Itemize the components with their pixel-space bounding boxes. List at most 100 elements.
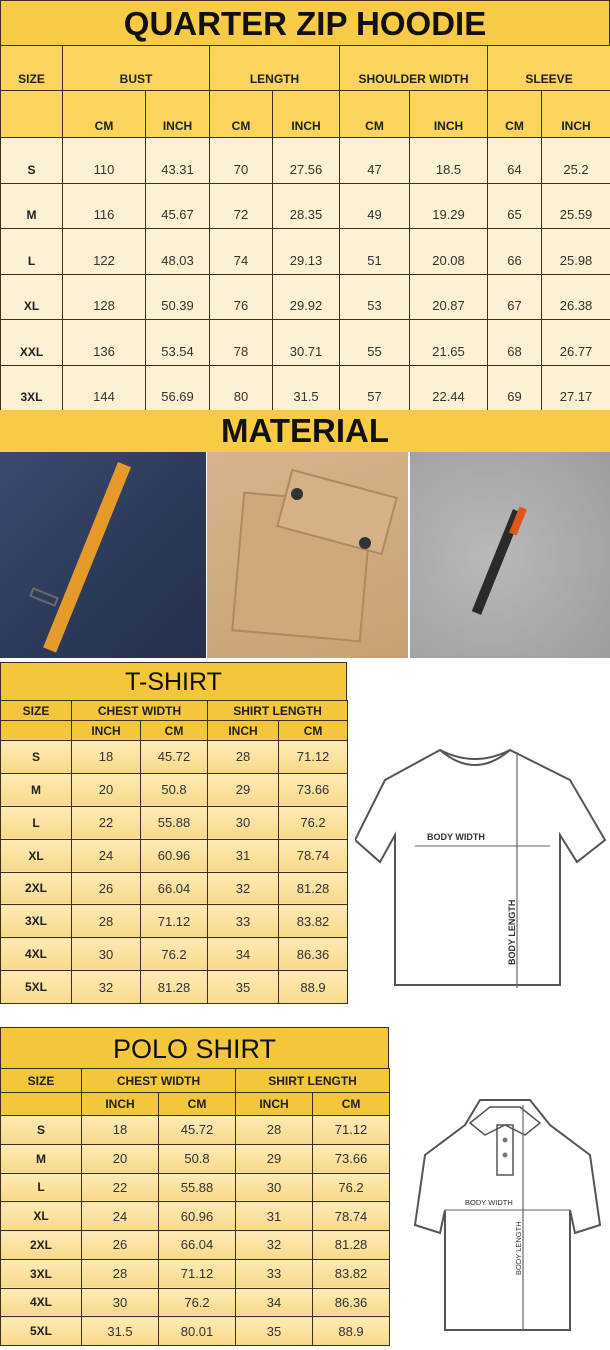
value-cell: 73.66 — [312, 1143, 391, 1174]
value-cell: 65 — [487, 182, 543, 229]
size-cell: XL — [0, 1201, 82, 1231]
unit-header-blank — [0, 90, 63, 138]
hoodie-size-table: SIZE BUST LENGTH SHOULDER WIDTH SLEEVE CM INCH… — [0, 45, 610, 411]
table-row: S 18 45.72 28 71.12 — [0, 1115, 391, 1145]
snap-button — [359, 537, 371, 549]
unit-header: CM — [312, 1092, 391, 1116]
value-cell: 128 — [62, 273, 146, 320]
value-cell: 64 — [487, 137, 543, 184]
value-cell: 57 — [339, 364, 411, 411]
value-cell: 30 — [71, 937, 141, 972]
value-cell: 60.96 — [157, 1201, 237, 1231]
value-cell: 22.44 — [409, 364, 489, 411]
unit-header: CM — [157, 1092, 237, 1116]
value-cell: 86.36 — [312, 1287, 391, 1318]
unit-row: INCH CM INCH CM — [0, 720, 349, 741]
value-cell: 18.5 — [409, 137, 489, 184]
polo-outline — [413, 1099, 602, 1331]
value-cell: 86.36 — [278, 937, 349, 972]
unit-header: INCH — [272, 90, 341, 138]
value-cell: 80.01 — [157, 1316, 237, 1346]
table-row: XL 24 60.96 31 78.74 — [0, 838, 349, 873]
value-cell: 35 — [235, 1316, 314, 1346]
tshirt-diagram: BODY WIDTH BODY LENGTH — [355, 748, 607, 988]
value-cell: 81.28 — [278, 871, 349, 906]
unit-header-blank — [0, 720, 72, 741]
table-row: 3XL 144 56.69 80 31.5 57 22.44 69 27.17 — [0, 364, 610, 411]
value-cell: 71.12 — [312, 1115, 391, 1145]
value-cell: 26 — [81, 1230, 159, 1260]
size-cell: XXL — [0, 319, 63, 366]
unit-header: INCH — [71, 720, 141, 741]
header-row: SIZE CHEST WIDTH SHIRT LENGTH — [0, 1068, 391, 1093]
table-row: 4XL 30 76.2 34 86.36 — [0, 937, 349, 972]
value-cell: 19.29 — [409, 182, 489, 229]
value-cell: 27.56 — [272, 137, 341, 184]
value-cell: 45.67 — [144, 182, 211, 229]
size-cell: 5XL — [0, 970, 72, 1004]
size-cell: 4XL — [0, 1287, 82, 1318]
size-cell: XL — [0, 838, 72, 873]
value-cell: 24 — [81, 1201, 159, 1231]
snap-button — [291, 488, 303, 500]
value-cell: 76.2 — [139, 937, 209, 972]
value-cell: 66 — [487, 228, 543, 275]
value-cell: 30 — [235, 1172, 314, 1203]
value-cell: 20.08 — [409, 228, 489, 275]
value-cell: 55.88 — [139, 805, 209, 840]
table-row: 4XL 30 76.2 34 86.36 — [0, 1287, 391, 1318]
group-header: SLEEVE — [487, 45, 610, 91]
unit-header: INCH — [81, 1092, 159, 1116]
size-cell: 2XL — [0, 1230, 82, 1260]
value-cell: 31.5 — [272, 364, 341, 411]
value-cell: 74 — [209, 228, 274, 275]
polo-diagram: BODY WIDTH BODY LENGTH — [413, 1099, 602, 1331]
value-cell: 25.2 — [541, 137, 610, 184]
body-width-label: BODY WIDTH — [465, 1198, 513, 1207]
value-cell: 20 — [71, 772, 141, 807]
value-cell: 78 — [209, 319, 274, 366]
size-header: SIZE — [0, 45, 63, 91]
value-cell: 43.31 — [144, 137, 211, 184]
value-cell: 53.54 — [144, 319, 211, 366]
tshirt-title: T-SHIRT — [0, 662, 347, 701]
value-cell: 45.72 — [157, 1115, 237, 1145]
value-cell: 28 — [207, 740, 280, 774]
value-cell: 88.9 — [312, 1316, 391, 1346]
table-row: 5XL 31.5 80.01 35 88.9 — [0, 1316, 391, 1346]
value-cell: 31.5 — [81, 1316, 159, 1346]
table-row: XL 24 60.96 31 78.74 — [0, 1201, 391, 1231]
value-cell: 66.04 — [157, 1230, 237, 1260]
value-cell: 144 — [62, 364, 146, 411]
unit-header: CM — [278, 720, 349, 741]
value-cell: 31 — [235, 1201, 314, 1231]
value-cell: 28.35 — [272, 182, 341, 229]
value-cell: 29 — [207, 772, 280, 807]
value-cell: 30.71 — [272, 319, 341, 366]
value-cell: 76.2 — [157, 1287, 237, 1318]
value-cell: 24 — [71, 838, 141, 873]
value-cell: 76 — [209, 273, 274, 320]
table-row: M 20 50.8 29 73.66 — [0, 1143, 391, 1174]
strap-buckle — [29, 587, 59, 607]
unit-row: CM INCH CM INCH CM INCH CM INCH — [0, 90, 610, 138]
value-cell: 81.28 — [139, 970, 209, 1004]
navy-fabric-photo — [0, 452, 206, 658]
value-cell: 76.2 — [278, 805, 349, 840]
table-row: M 116 45.67 72 28.35 49 19.29 65 25.59 — [0, 182, 610, 229]
tan-fabric-photo — [207, 452, 408, 658]
size-cell: L — [0, 228, 63, 275]
group-header: CHEST WIDTH — [80, 1068, 237, 1093]
value-cell: 25.98 — [541, 228, 610, 275]
size-cell: M — [0, 1143, 82, 1174]
value-cell: 81.28 — [312, 1230, 391, 1260]
size-cell: 3XL — [0, 364, 63, 411]
size-header: SIZE — [0, 700, 72, 721]
group-header: SHOULDER WIDTH — [339, 45, 489, 91]
value-cell: 33 — [207, 904, 280, 939]
value-cell: 50.39 — [144, 273, 211, 320]
value-cell: 29.92 — [272, 273, 341, 320]
value-cell: 34 — [235, 1287, 314, 1318]
value-cell: 18 — [81, 1115, 159, 1145]
value-cell: 28 — [81, 1258, 159, 1289]
